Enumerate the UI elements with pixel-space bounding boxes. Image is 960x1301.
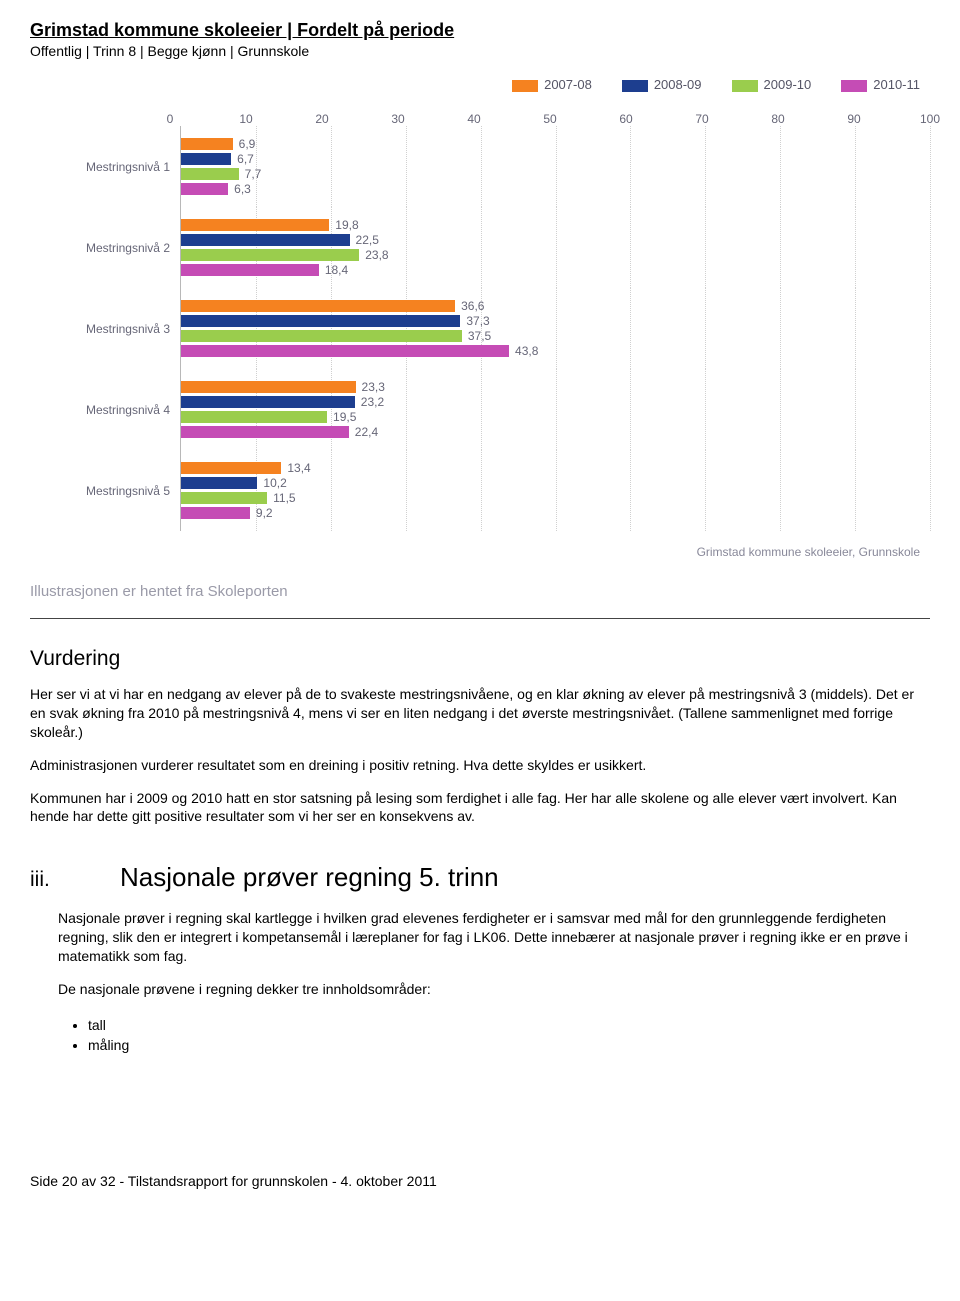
axis-tick: 40 bbox=[467, 112, 480, 126]
bar: 9,2 bbox=[181, 507, 250, 519]
bar: 37,5 bbox=[181, 330, 462, 342]
group-label: Mestringsnivå 1 bbox=[30, 126, 180, 207]
vurdering-p2: Administrasjonen vurderer resultatet som… bbox=[30, 756, 930, 775]
bar: 6,3 bbox=[181, 183, 228, 195]
group-label: Mestringsnivå 3 bbox=[30, 288, 180, 369]
page-footer: Side 20 av 32 - Tilstandsrapport for gru… bbox=[30, 1173, 930, 1189]
axis-tick: 90 bbox=[847, 112, 860, 126]
group-label: Mestringsnivå 4 bbox=[30, 369, 180, 450]
legend-swatch bbox=[841, 80, 867, 92]
legend-label: 2008-09 bbox=[654, 77, 702, 92]
bar: 23,8 bbox=[181, 249, 359, 261]
bar-value: 11,5 bbox=[273, 491, 295, 505]
axis-tick: 70 bbox=[695, 112, 708, 126]
bar: 43,8 bbox=[181, 345, 509, 357]
group-bars: 23,323,219,522,4 bbox=[180, 369, 930, 450]
chart-group: Mestringsnivå 219,822,523,818,4 bbox=[30, 207, 930, 288]
bar-value: 43,8 bbox=[515, 344, 538, 358]
legend-label: 2010-11 bbox=[873, 77, 920, 92]
vurdering-p3: Kommunen har i 2009 og 2010 hatt en stor… bbox=[30, 789, 930, 827]
section-iii-p1: Nasjonale prøver i regning skal kartlegg… bbox=[58, 909, 930, 966]
chart-group: Mestringsnivå 16,96,77,76,3 bbox=[30, 126, 930, 207]
vurdering-p1: Her ser vi at vi har en nedgang av eleve… bbox=[30, 685, 930, 742]
bar-value: 19,8 bbox=[335, 218, 358, 232]
bar-chart: 0102030405060708090100 Mestringsnivå 16,… bbox=[30, 106, 930, 531]
legend-label: 2007-08 bbox=[544, 77, 592, 92]
legend-item: 2009-10 bbox=[732, 77, 812, 92]
bar-value: 6,9 bbox=[239, 137, 256, 151]
bar: 6,9 bbox=[181, 138, 233, 150]
illustration-note: Illustrasjonen er hentet fra Skoleporten bbox=[30, 583, 930, 600]
legend-item: 2010-11 bbox=[841, 77, 920, 92]
bar-value: 22,4 bbox=[355, 425, 378, 439]
bar-value: 18,4 bbox=[325, 263, 348, 277]
axis-tick: 20 bbox=[315, 112, 328, 126]
bar: 23,3 bbox=[181, 381, 356, 393]
chart-source: Grimstad kommune skoleeier, Grunnskole bbox=[30, 545, 930, 559]
bar-value: 19,5 bbox=[333, 410, 356, 424]
bar-value: 22,5 bbox=[356, 233, 379, 247]
bar-value: 23,2 bbox=[361, 395, 384, 409]
bar-value: 13,4 bbox=[287, 461, 310, 475]
group-bars: 36,637,337,543,8 bbox=[180, 288, 930, 369]
vurdering-heading: Vurdering bbox=[30, 647, 930, 671]
list-item: tall bbox=[88, 1017, 930, 1033]
legend-swatch bbox=[622, 80, 648, 92]
bar: 22,5 bbox=[181, 234, 350, 246]
legend-item: 2007-08 bbox=[512, 77, 592, 92]
bar: 7,7 bbox=[181, 168, 239, 180]
bar-value: 23,8 bbox=[365, 248, 388, 262]
bar: 18,4 bbox=[181, 264, 319, 276]
chart-legend: 2007-08 2008-09 2009-10 2010-11 bbox=[30, 77, 930, 92]
page-title: Grimstad kommune skoleeier | Fordelt på … bbox=[30, 20, 930, 41]
axis-tick: 30 bbox=[391, 112, 404, 126]
axis-tick: 100 bbox=[920, 112, 940, 126]
section-title: Nasjonale prøver regning 5. trinn bbox=[120, 862, 499, 893]
group-label: Mestringsnivå 2 bbox=[30, 207, 180, 288]
chart-group: Mestringsnivå 423,323,219,522,4 bbox=[30, 369, 930, 450]
bar: 10,2 bbox=[181, 477, 257, 489]
bar: 22,4 bbox=[181, 426, 349, 438]
bullet-list: tall måling bbox=[30, 1017, 930, 1053]
axis-tick: 60 bbox=[619, 112, 632, 126]
section-number: iii. bbox=[30, 868, 120, 892]
bar-value: 10,2 bbox=[263, 476, 286, 490]
bar-value: 6,3 bbox=[234, 182, 251, 196]
bar-value: 6,7 bbox=[237, 152, 254, 166]
group-label: Mestringsnivå 5 bbox=[30, 450, 180, 531]
bar: 19,5 bbox=[181, 411, 327, 423]
legend-label: 2009-10 bbox=[764, 77, 812, 92]
axis-tick: 50 bbox=[543, 112, 556, 126]
bar: 11,5 bbox=[181, 492, 267, 504]
bar: 19,8 bbox=[181, 219, 329, 231]
bar-value: 37,5 bbox=[468, 329, 491, 343]
bar: 23,2 bbox=[181, 396, 355, 408]
bar: 36,6 bbox=[181, 300, 455, 312]
group-bars: 6,96,77,76,3 bbox=[180, 126, 930, 207]
list-item: måling bbox=[88, 1037, 930, 1053]
axis-tick: 0 bbox=[167, 112, 174, 126]
chart-group: Mestringsnivå 513,410,211,59,2 bbox=[30, 450, 930, 531]
page-subtitle: Offentlig | Trinn 8 | Begge kjønn | Grun… bbox=[30, 43, 930, 59]
legend-swatch bbox=[512, 80, 538, 92]
axis-tick: 10 bbox=[239, 112, 252, 126]
bar-value: 7,7 bbox=[245, 167, 262, 181]
bar-value: 23,3 bbox=[362, 380, 385, 394]
axis-tick: 80 bbox=[771, 112, 784, 126]
group-bars: 19,822,523,818,4 bbox=[180, 207, 930, 288]
chart-group: Mestringsnivå 336,637,337,543,8 bbox=[30, 288, 930, 369]
bar-value: 36,6 bbox=[461, 299, 484, 313]
group-bars: 13,410,211,59,2 bbox=[180, 450, 930, 531]
bar: 13,4 bbox=[181, 462, 281, 474]
bar-value: 9,2 bbox=[256, 506, 273, 520]
legend-swatch bbox=[732, 80, 758, 92]
bar: 6,7 bbox=[181, 153, 231, 165]
bar-value: 37,3 bbox=[466, 314, 489, 328]
legend-item: 2008-09 bbox=[622, 77, 702, 92]
divider bbox=[30, 618, 930, 619]
section-iii-p2: De nasjonale prøvene i regning dekker tr… bbox=[58, 980, 930, 999]
bar: 37,3 bbox=[181, 315, 460, 327]
